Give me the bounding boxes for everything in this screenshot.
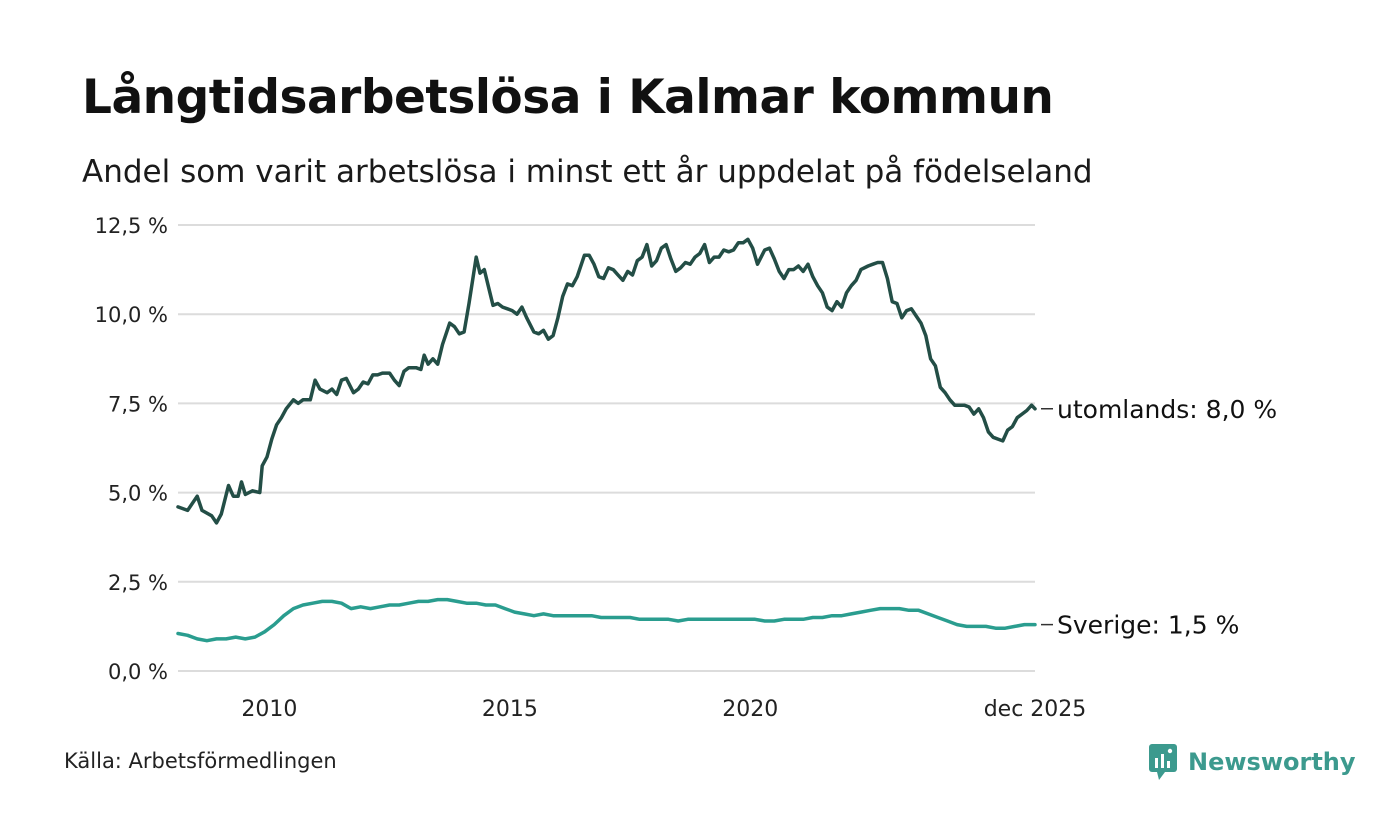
- y-tick-label: 7,5 %: [108, 392, 168, 416]
- brand-logo: Newsworthy: [1148, 742, 1356, 782]
- brand-name: Newsworthy: [1188, 748, 1356, 776]
- x-tick-label: dec 2025: [984, 697, 1087, 722]
- bar-chart-icon: [1149, 744, 1177, 780]
- chart-title: Långtidsarbetslösa i Kalmar kommun: [82, 70, 1054, 125]
- y-tick-label: 12,5 %: [95, 214, 168, 238]
- y-tick-label: 5,0 %: [108, 482, 168, 506]
- series-label-sverige: Sverige: 1,5 %: [1057, 611, 1239, 640]
- y-tick-label: 0,0 %: [108, 660, 168, 684]
- x-tick-label: 2020: [722, 697, 778, 722]
- series-lines: [176, 237, 1037, 643]
- x-tick-label: 2010: [241, 697, 297, 722]
- series-line-sverige: [176, 597, 1037, 643]
- y-tick-label: 2,5 %: [108, 571, 168, 595]
- chart-subtitle: Andel som varit arbetslösa i minst ett å…: [82, 154, 1093, 190]
- source-note: Källa: Arbetsförmedlingen: [64, 749, 337, 773]
- series-labels: utomlands: 8,0 % Sverige: 1,5 %: [1041, 395, 1277, 640]
- x-axis: 2010 2015 2020 dec 2025: [241, 697, 1086, 722]
- x-tick-label: 2015: [482, 697, 538, 722]
- y-tick-label: 10,0 %: [95, 303, 168, 327]
- gridlines: [178, 224, 1035, 672]
- series-label-utomlands: utomlands: 8,0 %: [1057, 395, 1277, 424]
- y-axis: 0,0 % 2,5 % 5,0 % 7,5 % 10,0 % 12,5 %: [95, 214, 168, 684]
- series-line-utomlands: [176, 237, 1037, 525]
